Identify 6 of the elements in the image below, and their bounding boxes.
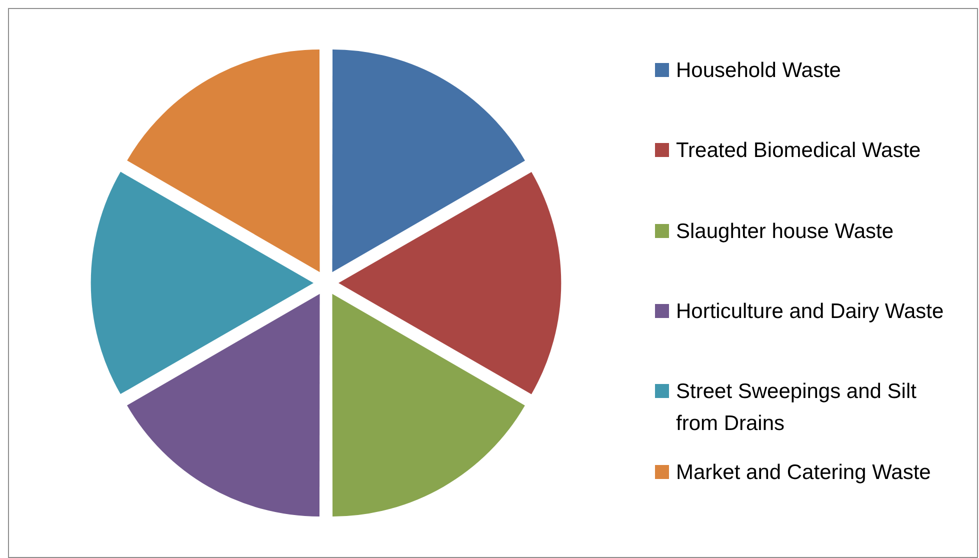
legend-label: Treated Biomedical Waste	[676, 138, 922, 164]
legend-label: Slaughter house Waste	[676, 218, 895, 245]
legend-label: Street Sweepings and Silt from Drains	[676, 379, 918, 438]
legend-label: Horticulture and Dairy Waste	[676, 298, 944, 325]
legend-label: Market and Catering Waste	[676, 460, 932, 486]
legend-label: Household Waste	[676, 58, 842, 84]
